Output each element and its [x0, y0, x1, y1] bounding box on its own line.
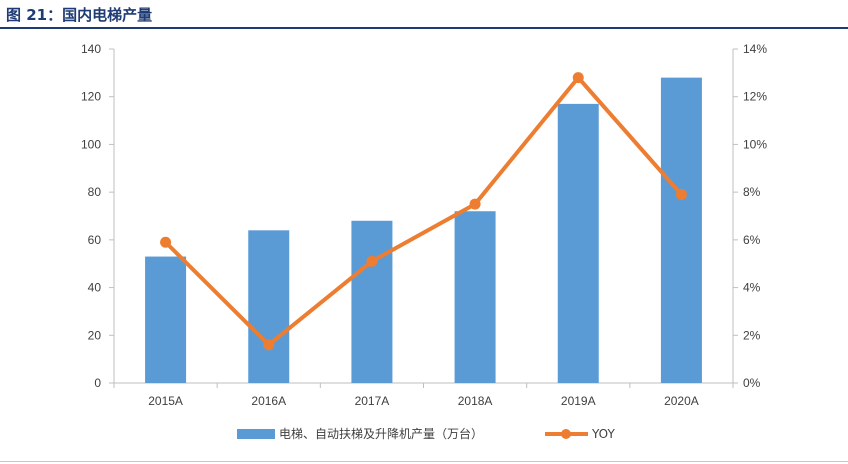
chart-legend: 电梯、自动扶梯及升降机产量（万台） YOY [237, 426, 615, 441]
yoy-point [366, 255, 378, 267]
left-tick-label: 60 [88, 233, 102, 247]
left-tick-label: 0 [94, 376, 101, 390]
chart-axes: 0 20 40 60 80 100 120 140 0% 2% 4% 6% 8% 10% 12% 14% 201… [81, 42, 767, 408]
right-tick-label: 4% [743, 281, 761, 295]
left-tick-label: 120 [81, 90, 101, 104]
legend-line-label: YOY [591, 427, 615, 441]
title-rule [0, 27, 848, 29]
right-tick-label: 8% [743, 185, 761, 199]
bottom-rule [0, 461, 848, 462]
legend-bar-swatch [237, 429, 275, 439]
left-tick-label: 80 [88, 185, 102, 199]
yoy-line [163, 75, 684, 347]
bar [557, 103, 599, 383]
yoy-point [572, 72, 584, 84]
bar-series [145, 77, 702, 383]
x-tick-label: 2018A [458, 394, 493, 408]
bar [145, 256, 187, 383]
legend-bar-label: 电梯、自动扶梯及升降机产量（万台） [279, 426, 483, 441]
right-tick-label: 10% [743, 137, 767, 151]
figure-title: 图 21：国内电梯产量 [6, 6, 153, 24]
x-tick-label: 2016A [251, 394, 286, 408]
bar [351, 220, 393, 383]
left-tick-label: 40 [88, 281, 102, 295]
right-tick-label: 6% [743, 233, 761, 247]
x-tick-label: 2017A [355, 394, 390, 408]
bar [454, 211, 496, 383]
x-tick-label: 2019A [561, 394, 596, 408]
x-tick-label: 2020A [664, 394, 699, 408]
bar [660, 77, 702, 383]
right-tick-label: 0% [743, 376, 761, 390]
right-tick-label: 12% [743, 90, 767, 104]
left-tick-label: 140 [81, 42, 101, 56]
legend-line-marker [561, 429, 571, 439]
bar [248, 230, 290, 383]
right-tick-label: 14% [743, 42, 767, 56]
yoy-point [263, 339, 275, 351]
left-tick-label: 20 [88, 328, 102, 342]
yoy-point [675, 189, 687, 201]
left-tick-label: 100 [81, 137, 101, 151]
yoy-point [469, 198, 481, 210]
x-tick-label: 2015A [148, 394, 183, 408]
yoy-point [160, 236, 172, 248]
line-series [160, 72, 687, 351]
right-tick-label: 2% [743, 328, 761, 342]
